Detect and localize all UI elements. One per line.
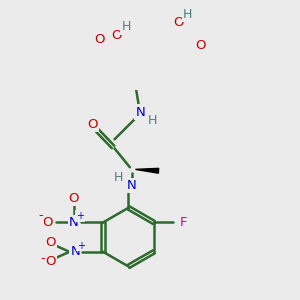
Text: O: O <box>111 29 122 42</box>
Polygon shape <box>139 82 164 87</box>
Text: +: + <box>76 211 84 221</box>
Text: H: H <box>114 171 123 184</box>
Text: H: H <box>148 114 158 127</box>
Text: N: N <box>70 245 80 258</box>
Text: N: N <box>127 179 137 192</box>
Text: O: O <box>173 16 183 29</box>
Text: N: N <box>136 106 145 118</box>
Text: O: O <box>68 191 79 205</box>
Text: F: F <box>179 216 187 229</box>
Text: H: H <box>183 8 193 21</box>
Text: O: O <box>43 216 53 229</box>
Text: +: + <box>77 241 86 250</box>
Text: O: O <box>45 255 56 268</box>
Text: -: - <box>40 252 44 265</box>
Polygon shape <box>136 168 159 173</box>
Text: H: H <box>122 20 131 33</box>
Text: O: O <box>45 236 56 248</box>
Text: O: O <box>195 38 206 52</box>
Text: N: N <box>69 216 79 229</box>
Text: O: O <box>88 118 98 131</box>
Text: -: - <box>38 209 43 222</box>
Text: O: O <box>94 33 105 46</box>
